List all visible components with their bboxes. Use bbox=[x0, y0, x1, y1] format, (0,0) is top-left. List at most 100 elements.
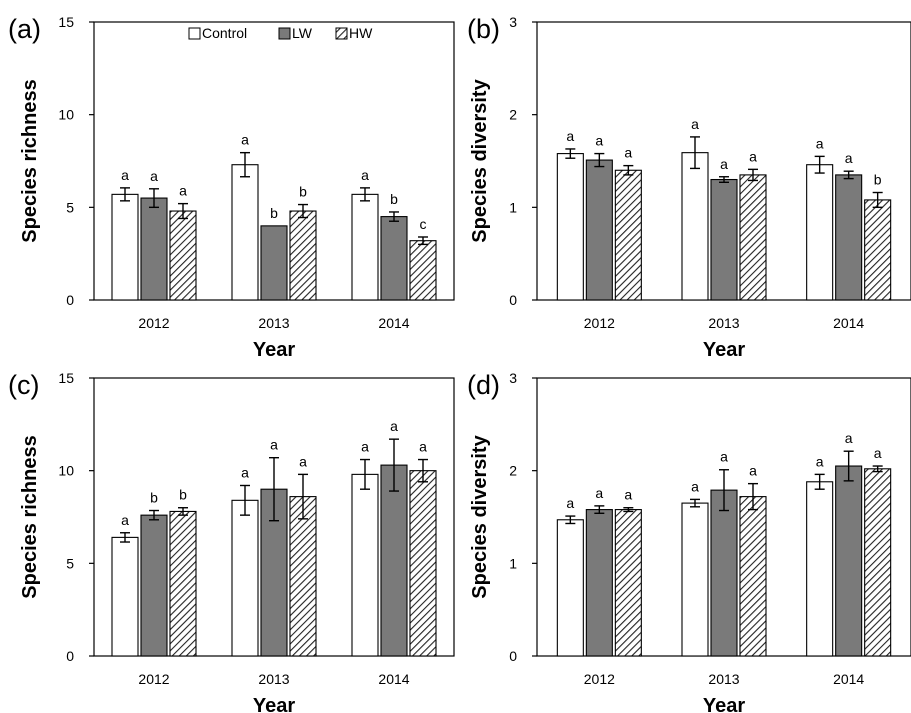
panel-label: (a) bbox=[8, 14, 41, 44]
x-tick-label: 2012 bbox=[138, 671, 169, 687]
significance-label: a bbox=[361, 439, 369, 455]
legend-swatch-hw bbox=[335, 27, 348, 40]
bar-hw-2014 bbox=[409, 240, 437, 301]
bar-lw-2013 bbox=[710, 489, 738, 657]
bar-control-2013 bbox=[681, 502, 709, 657]
y-axis-label: Species diversity bbox=[469, 434, 491, 598]
panel-b: 0 1 2 3 Species diversity (b) 2012 a a a 2013 a a a 20… bbox=[467, 14, 911, 361]
x-axis-label: Year bbox=[703, 695, 745, 713]
y-axis-label: Species diversity bbox=[469, 78, 491, 242]
significance-label: a bbox=[150, 168, 158, 184]
bar-control-2014 bbox=[806, 164, 834, 301]
panel-d: 0 1 2 3 Species diversity (d) 2012 a a a 2013 a a a 20… bbox=[467, 370, 911, 713]
y-tick-label: 15 bbox=[58, 370, 74, 386]
significance-label: b bbox=[179, 487, 187, 503]
legend-label-hw: HW bbox=[349, 25, 373, 41]
bar-control-2012 bbox=[111, 193, 139, 301]
bar-control-2012 bbox=[556, 519, 584, 657]
bar-lw-2014 bbox=[380, 464, 408, 657]
significance-label: a bbox=[816, 135, 824, 151]
significance-label: a bbox=[624, 145, 632, 161]
legend-label-lw: LW bbox=[292, 25, 313, 41]
x-tick-label: 2012 bbox=[138, 315, 169, 331]
bar-hw-2012 bbox=[169, 210, 197, 301]
y-tick-label: 10 bbox=[58, 107, 74, 123]
significance-label: a bbox=[361, 167, 369, 183]
x-tick-label: 2014 bbox=[378, 315, 409, 331]
bar-lw-2012 bbox=[585, 159, 613, 301]
y-tick-label: 10 bbox=[58, 463, 74, 479]
significance-label: a bbox=[845, 150, 853, 166]
significance-label: b bbox=[270, 205, 278, 221]
y-tick-label: 1 bbox=[509, 199, 517, 215]
x-tick-label: 2014 bbox=[378, 671, 409, 687]
legend-label-control: Control bbox=[202, 25, 247, 41]
bar-lw-2012 bbox=[140, 197, 168, 301]
significance-label: a bbox=[390, 418, 398, 434]
y-tick-label: 0 bbox=[66, 292, 74, 308]
x-axis-label: Year bbox=[253, 695, 295, 713]
y-axis-label: Species richness bbox=[19, 79, 41, 242]
bar-lw-2014 bbox=[835, 174, 863, 301]
significance-label: a bbox=[566, 495, 574, 511]
panel-c: 0 5 10 15 Species richness (c) 2012 a b b 2013 a a a 2… bbox=[8, 370, 455, 713]
significance-label: a bbox=[241, 464, 249, 480]
bar-control-2014 bbox=[351, 473, 379, 657]
legend: Control LW HW bbox=[188, 25, 373, 41]
significance-label: a bbox=[691, 116, 699, 132]
x-tick-label: 2013 bbox=[258, 671, 289, 687]
bar-hw-2013 bbox=[739, 496, 767, 657]
x-axis-label: Year bbox=[253, 339, 295, 361]
panel-label: (b) bbox=[467, 14, 500, 44]
bar-control-2013 bbox=[231, 164, 259, 301]
x-axis-label: Year bbox=[703, 339, 745, 361]
panel-a: 0 5 10 15 Species richness (a) 2012 a a a 2013 a b b 2… bbox=[8, 14, 455, 361]
x-tick-label: 2014 bbox=[833, 315, 864, 331]
bar-lw-2012 bbox=[140, 514, 168, 657]
significance-label: a bbox=[121, 167, 129, 183]
y-tick-label: 2 bbox=[509, 107, 517, 123]
x-tick-label: 2012 bbox=[584, 315, 615, 331]
y-tick-label: 2 bbox=[509, 463, 517, 479]
bar-hw-2014 bbox=[409, 470, 437, 657]
x-tick-label: 2013 bbox=[258, 315, 289, 331]
bar-hw-2012 bbox=[169, 510, 197, 657]
legend-swatch-lw bbox=[278, 27, 291, 40]
significance-label: a bbox=[720, 156, 728, 172]
significance-label: a bbox=[419, 439, 427, 455]
panel-label: (c) bbox=[8, 370, 39, 400]
y-tick-label: 15 bbox=[58, 14, 74, 30]
significance-label: a bbox=[595, 133, 603, 149]
significance-label: a bbox=[691, 478, 699, 494]
y-tick-label: 5 bbox=[66, 555, 74, 571]
y-tick-label: 1 bbox=[509, 555, 517, 571]
bar-control-2014 bbox=[351, 193, 379, 301]
significance-label: a bbox=[874, 445, 882, 461]
bar-lw-2013 bbox=[260, 225, 288, 301]
significance-label: a bbox=[624, 487, 632, 503]
significance-label: b bbox=[299, 184, 307, 200]
x-tick-label: 2014 bbox=[833, 671, 864, 687]
bar-hw-2012 bbox=[614, 509, 642, 657]
bar-lw-2014 bbox=[380, 216, 408, 301]
y-tick-label: 3 bbox=[509, 370, 517, 386]
bar-hw-2014 bbox=[864, 468, 892, 657]
legend-swatch-control bbox=[188, 27, 201, 40]
significance-label: a bbox=[816, 453, 824, 469]
significance-label: a bbox=[299, 453, 307, 469]
bar-control-2012 bbox=[111, 536, 139, 657]
significance-label: a bbox=[270, 437, 278, 453]
significance-label: a bbox=[720, 449, 728, 465]
significance-label: a bbox=[241, 132, 249, 148]
x-tick-label: 2013 bbox=[708, 315, 739, 331]
bar-lw-2013 bbox=[710, 178, 738, 301]
bar-lw-2012 bbox=[585, 509, 613, 657]
y-tick-label: 0 bbox=[509, 292, 517, 308]
bar-hw-2012 bbox=[614, 169, 642, 301]
x-tick-label: 2012 bbox=[584, 671, 615, 687]
y-tick-label: 0 bbox=[66, 648, 74, 664]
significance-label: a bbox=[845, 430, 853, 446]
bar-hw-2013 bbox=[739, 174, 767, 301]
x-tick-label: 2013 bbox=[708, 671, 739, 687]
